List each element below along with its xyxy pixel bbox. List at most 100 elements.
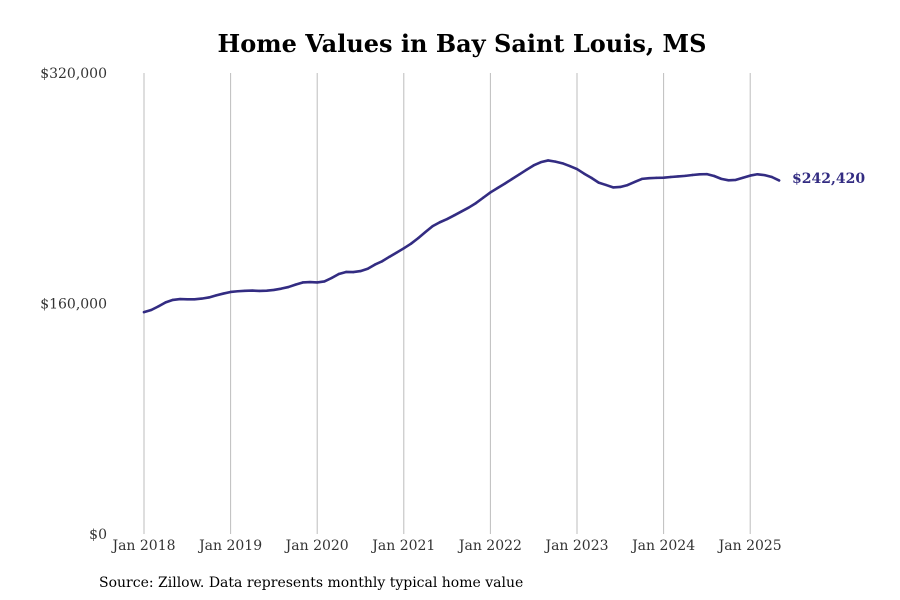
data-point <box>344 270 348 274</box>
data-point <box>770 175 774 179</box>
data-point <box>712 174 716 178</box>
end-value-label: $242,420 <box>792 171 865 187</box>
data-point <box>503 182 507 185</box>
data-point <box>669 175 673 179</box>
data-point <box>243 289 247 293</box>
x-axis-ticks: Jan 2018 Jan 2019 Jan 2020 Jan 2021 Jan 2022… <box>110 538 781 554</box>
data-point <box>279 287 283 290</box>
data-point <box>301 281 304 284</box>
data-point <box>171 298 175 302</box>
data-point <box>546 159 550 162</box>
data-point <box>380 260 384 263</box>
data-point <box>640 177 644 181</box>
data-point <box>662 176 665 179</box>
home-value-line <box>142 159 781 314</box>
data-point <box>222 292 225 295</box>
gridlines <box>143 73 751 534</box>
data-point <box>604 183 608 187</box>
data-point <box>337 272 341 276</box>
data-point <box>316 281 319 284</box>
data-point <box>142 310 146 314</box>
data-point <box>474 201 478 205</box>
data-point <box>467 206 470 209</box>
data-point <box>763 173 766 177</box>
x-tick-label: Jan 2019 <box>197 538 262 554</box>
data-point <box>186 298 189 301</box>
data-point <box>445 217 449 221</box>
data-point <box>200 297 203 300</box>
data-point <box>655 176 658 180</box>
data-point <box>481 196 485 199</box>
chart-title: Home Values in Bay Saint Louis, MS <box>218 29 707 58</box>
data-point <box>777 179 781 182</box>
data-point <box>352 270 355 274</box>
data-point <box>402 247 405 250</box>
data-point <box>178 297 182 301</box>
data-point <box>539 160 543 164</box>
y-tick-label: $320,000 <box>40 66 107 82</box>
data-point <box>727 179 730 182</box>
data-point <box>741 176 745 179</box>
x-tick-label: Jan 2025 <box>717 538 782 554</box>
data-point <box>496 186 499 190</box>
data-point <box>388 255 391 259</box>
data-point <box>676 175 680 178</box>
data-point <box>691 173 694 177</box>
data-point <box>294 283 297 286</box>
data-point <box>157 305 160 308</box>
data-point <box>756 173 759 176</box>
data-point <box>330 276 333 280</box>
y-tick-label: $160,000 <box>40 297 107 313</box>
data-point <box>532 164 535 167</box>
data-point <box>705 172 709 176</box>
data-point <box>749 174 752 177</box>
data-point <box>518 173 521 176</box>
data-point <box>575 167 579 171</box>
data-point <box>590 176 593 180</box>
x-tick-label: Jan 2018 <box>110 538 175 554</box>
data-point <box>323 280 326 283</box>
data-point <box>561 162 564 165</box>
data-point <box>272 288 276 292</box>
data-point <box>308 280 312 284</box>
data-point <box>214 294 218 297</box>
data-point <box>684 174 687 178</box>
data-point <box>395 251 398 254</box>
data-point <box>229 290 232 294</box>
data-point <box>373 263 377 266</box>
data-point <box>359 269 362 273</box>
data-point <box>258 289 261 293</box>
x-tick-label: Jan 2023 <box>543 538 608 554</box>
source-note: Source: Zillow. Data represents monthly … <box>99 575 523 591</box>
data-point <box>568 164 571 168</box>
data-point <box>698 173 701 176</box>
data-point <box>626 183 629 187</box>
data-point <box>633 180 636 184</box>
x-tick-label: Jan 2021 <box>370 538 435 554</box>
y-tick-label: $0 <box>89 527 107 543</box>
data-point <box>597 181 600 184</box>
data-point <box>619 185 622 189</box>
data-point <box>251 289 254 292</box>
data-point <box>611 186 615 189</box>
x-tick-label: Jan 2024 <box>630 538 695 554</box>
data-point <box>554 160 557 163</box>
data-point <box>525 168 528 172</box>
data-point <box>417 236 420 240</box>
data-point <box>207 296 211 299</box>
y-axis-ticks: $0 $160,000 $320,000 <box>40 66 107 543</box>
data-point <box>647 176 651 180</box>
data-point <box>150 308 153 312</box>
data-point <box>510 177 514 181</box>
data-point <box>236 290 240 293</box>
data-point <box>583 172 586 175</box>
data-point <box>453 214 456 217</box>
data-point <box>431 224 434 228</box>
data-point <box>460 210 463 213</box>
data-points <box>142 159 781 314</box>
data-point <box>734 178 737 182</box>
data-point <box>489 191 492 194</box>
data-point <box>265 289 268 292</box>
x-tick-label: Jan 2022 <box>457 538 522 554</box>
